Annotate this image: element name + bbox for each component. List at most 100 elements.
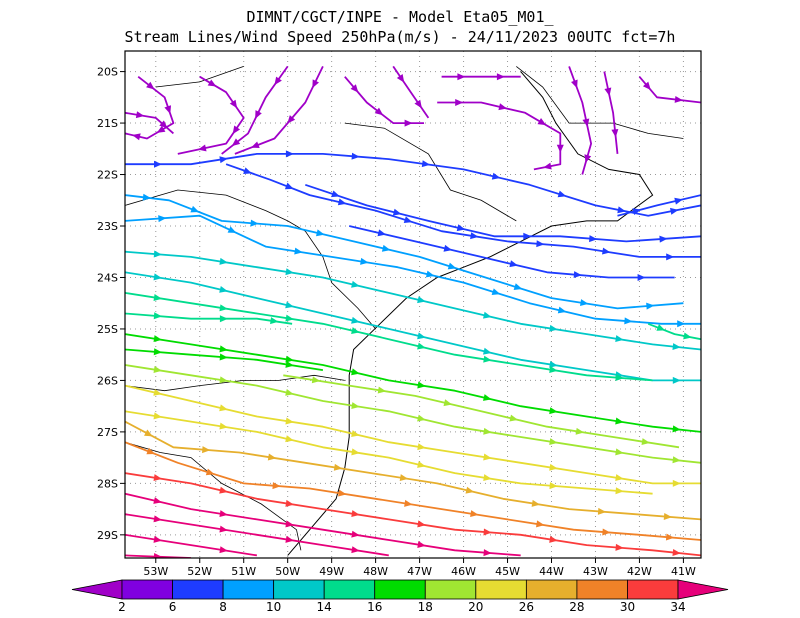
y-tick-label: 25S [97,323,118,336]
flow-arrow [557,306,567,314]
x-tick-label: 50W [275,565,300,578]
streamline [225,163,701,258]
flow-arrow [285,520,294,528]
streamline [305,183,701,243]
y-tick-label: 21S [97,117,118,130]
flow-arrow [351,280,360,288]
flow-arrow [470,510,479,518]
flow-arrow [443,244,453,252]
flow-arrow [132,133,141,141]
flow-arrow [312,79,319,89]
flow-arrow [404,499,413,507]
flow-arrow [146,81,155,90]
flow-arrow [202,446,211,454]
flow-arrow [250,219,259,227]
flow-arrow [421,160,431,168]
colorbar-label: 34 [670,600,685,614]
flow-arrow [351,530,360,538]
flow-arrow [674,197,683,205]
streamline [125,153,701,217]
y-tick-label: 22S [97,169,118,182]
flow-arrow [509,260,518,268]
flow-arrow [219,422,228,430]
flow-arrow [153,273,162,281]
flow-arrow [232,125,241,135]
flow-arrow [153,250,162,258]
flow-arrow [337,198,347,206]
flow-arrow [153,412,162,420]
colorbar-swatch [121,579,173,600]
flow-arrow [672,479,681,487]
streamline [283,374,680,449]
flow-arrow [219,486,228,494]
flow-arrow [287,115,296,124]
flow-arrow [604,87,612,97]
flow-arrow [351,316,360,324]
flow-arrow [153,388,162,396]
plot-frame [124,50,702,559]
colorbar-label: 26 [519,600,534,614]
flow-arrow [392,208,402,216]
flow-arrow [417,541,426,548]
flow-arrow [615,373,624,381]
flow-arrow [683,332,692,340]
colorbar-swatch [172,579,224,600]
flow-arrow [285,355,294,363]
flow-arrow [549,360,558,368]
flow-arrow [417,296,426,304]
y-tick-label: 27S [97,426,118,439]
x-tick-label: 43W [583,565,608,578]
flow-arrow [417,414,426,422]
flow-arrow [483,394,492,401]
flow-arrow [602,247,611,255]
x-tick-label: 41W [671,565,696,578]
flow-arrow [153,497,162,504]
flow-arrow [523,232,532,240]
flow-arrow [549,366,558,373]
flow-arrow [417,443,426,451]
flow-arrow [270,317,279,325]
flow-arrow [483,311,492,319]
streamline [125,194,684,310]
flow-arrow [153,348,162,356]
flow-arrow [351,327,360,334]
flow-arrow [470,232,479,240]
flow-arrow [543,162,552,170]
flow-arrow [465,486,475,494]
flow-arrow [272,482,281,490]
flow-arrow [285,314,294,322]
flow-arrow [219,376,228,384]
flow-arrow [399,474,409,482]
flow-arrow [404,119,413,127]
flow-arrow [316,229,325,237]
flow-arrow [159,120,168,129]
flow-arrow [417,342,426,350]
flow-arrow [351,402,360,410]
flow-arrow [190,205,200,213]
flow-arrow [219,285,228,293]
map-lines [125,66,684,556]
colorbar-label: 18 [418,600,433,614]
chart-subtitle: Stream Lines/Wind Speed 250hPa(m/s) - 24… [124,28,676,46]
flow-arrow [672,376,681,384]
streamline [344,76,424,124]
x-tick-label: 44W [539,565,564,578]
flow-arrow [267,453,277,461]
flow-arrow [135,111,145,119]
colorbar-swatch [475,579,527,600]
flow-arrow [351,510,360,518]
flow-arrow [294,247,303,255]
flow-arrow [144,429,153,437]
y-tick-label: 26S [97,374,118,387]
flow-arrow [549,407,558,415]
x-axis: 53W 52W 51W 50W 49W 48W 47W 46W 45W 44W 43W 42W 41W [143,558,696,578]
flow-arrow [537,118,547,126]
flow-arrow [331,190,340,198]
flow-arrow [250,141,260,149]
flow-arrow [483,347,492,355]
streamline [125,111,174,135]
colorbar-label: 10 [266,600,281,614]
streamline [177,75,245,155]
state-border [344,122,517,222]
streamline [125,271,701,382]
